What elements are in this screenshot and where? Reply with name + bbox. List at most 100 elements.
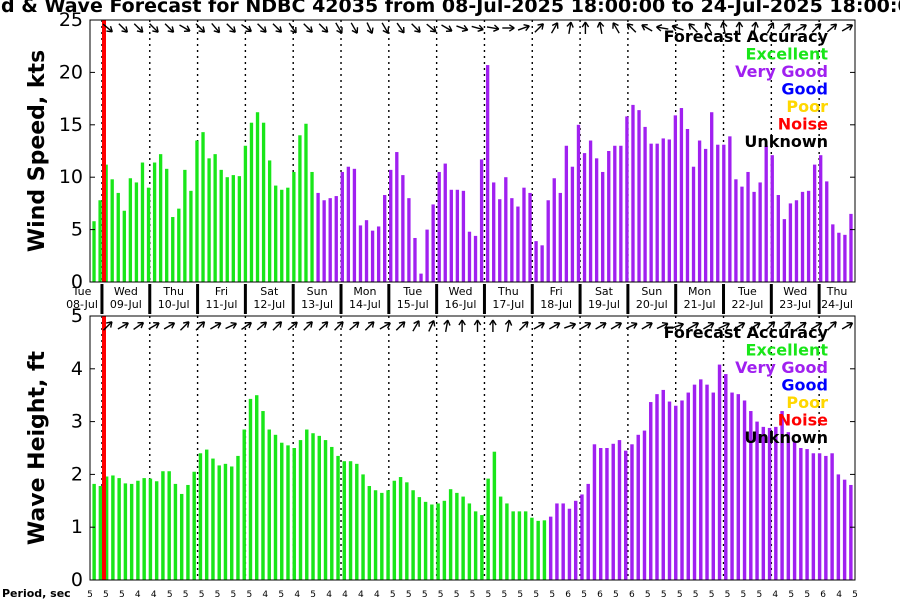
day-name-label: Thu bbox=[497, 285, 519, 298]
bar bbox=[567, 508, 572, 580]
direction-arrow bbox=[179, 321, 190, 331]
bar bbox=[346, 166, 351, 282]
direction-arrow bbox=[102, 321, 113, 331]
bar bbox=[280, 442, 284, 580]
bar bbox=[407, 198, 411, 282]
bar bbox=[389, 169, 393, 282]
day-name-label: Fri bbox=[550, 285, 563, 298]
bar bbox=[249, 122, 254, 282]
bar bbox=[425, 229, 429, 282]
bar bbox=[555, 503, 559, 580]
day-name-label: Sat bbox=[260, 285, 279, 298]
bar bbox=[582, 153, 587, 282]
direction-arrow bbox=[163, 322, 176, 330]
direction-arrow bbox=[766, 22, 775, 34]
bar bbox=[752, 191, 756, 282]
bar bbox=[843, 234, 847, 282]
day-separator bbox=[243, 284, 247, 314]
legend-item: Excellent bbox=[746, 45, 829, 64]
bar bbox=[330, 446, 334, 580]
day-date-label: 11-Jul bbox=[206, 298, 238, 311]
bar bbox=[691, 166, 696, 282]
direction-arrow bbox=[581, 21, 590, 34]
direction-arrow bbox=[133, 23, 144, 33]
direction-arrow bbox=[441, 24, 453, 32]
direction-arrow bbox=[720, 21, 728, 35]
bar bbox=[437, 171, 441, 282]
wave-direction-arrows bbox=[102, 319, 854, 333]
bar bbox=[761, 426, 766, 580]
period-value: 5 bbox=[486, 590, 492, 600]
period-value: 5 bbox=[741, 590, 747, 600]
bar bbox=[805, 449, 809, 580]
period-value: 4 bbox=[294, 590, 300, 600]
period-value: 4 bbox=[836, 590, 842, 600]
bar bbox=[286, 187, 290, 282]
bar bbox=[667, 401, 672, 580]
bar bbox=[398, 477, 403, 580]
period-value: 4 bbox=[374, 590, 380, 600]
direction-arrow bbox=[626, 23, 637, 33]
period-value: 5 bbox=[645, 590, 651, 600]
legend-heading: Forecast Accuracy bbox=[664, 27, 829, 46]
direction-arrow bbox=[534, 23, 545, 33]
bar bbox=[573, 500, 578, 580]
day-separator bbox=[291, 284, 295, 314]
bar bbox=[237, 176, 242, 282]
direction-arrow bbox=[550, 22, 559, 34]
period-value: 5 bbox=[709, 590, 715, 600]
bar bbox=[774, 426, 778, 580]
direction-arrow bbox=[486, 24, 500, 32]
bar bbox=[183, 169, 187, 282]
bar bbox=[158, 154, 163, 282]
bar bbox=[292, 448, 296, 580]
direction-arrow bbox=[179, 24, 191, 32]
period-value: 5 bbox=[517, 590, 523, 600]
bar bbox=[255, 112, 260, 282]
bar bbox=[540, 245, 544, 282]
direction-arrow bbox=[118, 23, 129, 33]
bar bbox=[161, 471, 165, 580]
wave-plot-frame bbox=[89, 315, 856, 581]
direction-arrow bbox=[272, 321, 283, 331]
direction-arrow bbox=[456, 24, 469, 33]
legend-item: Very Good bbox=[735, 358, 828, 377]
bar bbox=[364, 220, 369, 282]
period-value: 5 bbox=[119, 590, 125, 600]
bar bbox=[703, 148, 708, 282]
wave-bars bbox=[92, 316, 853, 580]
bar bbox=[467, 503, 472, 580]
direction-arrow bbox=[288, 22, 297, 34]
bar bbox=[267, 160, 272, 282]
direction-arrow bbox=[471, 24, 484, 33]
legend-item: Excellent bbox=[746, 341, 829, 360]
direction-arrow bbox=[256, 321, 268, 331]
day-date-label: 20-Jul bbox=[636, 298, 668, 311]
bar bbox=[436, 503, 440, 580]
bar bbox=[711, 392, 715, 580]
bar bbox=[782, 219, 787, 282]
bar bbox=[643, 126, 647, 283]
period-value: 5 bbox=[247, 590, 253, 600]
day-separator bbox=[674, 284, 678, 314]
direction-arrow bbox=[641, 322, 653, 330]
direction-arrow bbox=[211, 22, 221, 34]
direction-arrow bbox=[195, 321, 206, 331]
period-value: 4 bbox=[772, 590, 778, 600]
day-name-label: Tue bbox=[737, 285, 757, 298]
period-value: 6 bbox=[820, 590, 826, 600]
bar bbox=[298, 440, 303, 580]
bar bbox=[613, 145, 617, 282]
bar bbox=[661, 138, 665, 282]
bar bbox=[570, 166, 575, 282]
bar bbox=[165, 168, 169, 282]
wave-y-axis-label: Wave Height, ft bbox=[25, 350, 50, 545]
direction-arrow bbox=[564, 321, 577, 330]
bar bbox=[536, 520, 540, 580]
bar bbox=[207, 158, 211, 282]
direction-arrow bbox=[518, 321, 529, 331]
bar bbox=[195, 140, 199, 282]
bar bbox=[322, 200, 326, 282]
bar bbox=[273, 434, 278, 580]
